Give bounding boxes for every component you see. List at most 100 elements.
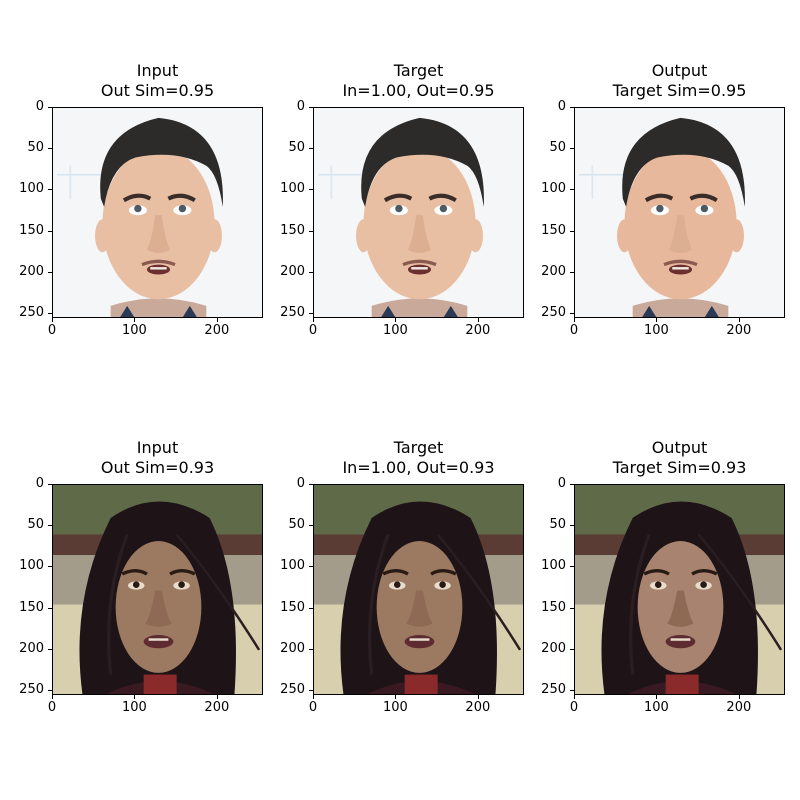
image-frame <box>574 484 785 695</box>
y-tick-label: 150 <box>541 599 566 615</box>
y-tick-label: 50 <box>27 517 44 533</box>
y-tick-label: 50 <box>549 517 566 533</box>
image-panel <box>313 107 524 318</box>
image-frame <box>574 107 785 318</box>
y-tick-label: 0 <box>35 476 44 491</box>
x-tick-label: 100 <box>122 323 147 338</box>
x-tick-label: 100 <box>383 323 408 338</box>
panel-title: Input Out Sim=0.93 <box>28 438 288 478</box>
y-tick-mark <box>570 525 574 527</box>
y-tick-label: 200 <box>541 640 566 656</box>
x-tick-label: 200 <box>204 700 230 715</box>
panel-title-line1: Input <box>136 438 179 457</box>
y-tick-mark <box>570 189 574 191</box>
portrait-woman <box>53 485 262 694</box>
y-tick-mark <box>309 690 313 692</box>
x-tick-label: 0 <box>308 700 318 715</box>
panel-title: Output Target Sim=0.93 <box>550 438 800 478</box>
portrait-man <box>314 108 523 317</box>
y-tick-mark <box>570 230 574 232</box>
y-tick-label: 50 <box>27 140 44 156</box>
y-tick-mark <box>48 484 52 485</box>
x-tick-mark <box>395 318 397 322</box>
y-tick-label: 200 <box>19 263 44 279</box>
x-tick-label: 200 <box>465 700 491 715</box>
image-frame <box>52 107 263 318</box>
y-tick-label: 50 <box>288 517 305 533</box>
y-tick-label: 150 <box>280 222 305 238</box>
y-tick-mark <box>309 148 313 150</box>
y-tick-mark <box>570 271 574 273</box>
x-tick-label: 100 <box>122 700 147 715</box>
y-tick-label: 150 <box>280 599 305 615</box>
panel-title-line2: Out Sim=0.93 <box>100 458 215 477</box>
y-tick-mark <box>309 607 313 609</box>
image-panel <box>574 107 785 318</box>
y-tick-label: 250 <box>541 305 566 321</box>
x-tick-label: 100 <box>383 700 408 715</box>
y-tick-mark <box>48 690 52 692</box>
y-tick-mark <box>309 566 313 568</box>
image-panel <box>52 107 263 318</box>
panel-title-line1: Target <box>393 61 444 80</box>
portrait-woman <box>314 485 523 694</box>
x-tick-mark <box>477 318 479 322</box>
x-tick-label: 200 <box>726 700 752 715</box>
y-tick-mark <box>309 525 313 527</box>
panel-title: Output Target Sim=0.95 <box>550 61 800 101</box>
y-tick-mark <box>48 313 52 315</box>
y-tick-mark <box>309 230 313 232</box>
portrait-man <box>575 108 784 317</box>
y-tick-mark <box>309 271 313 273</box>
y-tick-label: 200 <box>19 640 44 656</box>
y-tick-label: 0 <box>557 476 566 491</box>
x-tick-mark <box>216 695 218 699</box>
x-tick-label: 100 <box>644 323 669 338</box>
x-tick-label: 200 <box>726 323 752 338</box>
y-tick-mark <box>309 313 313 315</box>
y-tick-label: 200 <box>280 640 305 656</box>
x-tick-label: 100 <box>644 700 669 715</box>
x-tick-mark <box>738 695 740 699</box>
panel-title-line2: Target Sim=0.93 <box>612 458 747 477</box>
x-tick-mark <box>395 695 397 699</box>
x-tick-label: 0 <box>308 323 318 338</box>
y-tick-label: 200 <box>280 263 305 279</box>
y-tick-label: 50 <box>288 140 305 156</box>
y-tick-mark <box>570 484 574 485</box>
y-tick-mark <box>570 313 574 315</box>
y-tick-label: 250 <box>541 682 566 698</box>
portrait-man <box>53 108 262 317</box>
panel-title: Input Out Sim=0.95 <box>28 61 288 101</box>
y-tick-label: 100 <box>280 558 305 574</box>
x-tick-mark <box>216 318 218 322</box>
image-panel <box>52 484 263 695</box>
y-tick-label: 100 <box>19 181 44 197</box>
x-tick-mark <box>656 695 658 699</box>
y-tick-label: 0 <box>296 476 305 491</box>
panel-title: Target In=1.00, Out=0.93 <box>289 438 549 478</box>
y-tick-mark <box>48 648 52 650</box>
y-tick-label: 150 <box>19 222 44 238</box>
y-tick-mark <box>570 148 574 150</box>
y-tick-label: 100 <box>541 181 566 197</box>
portrait-woman <box>575 485 784 694</box>
x-tick-label: 0 <box>47 323 57 338</box>
image-panel <box>574 484 785 695</box>
image-panel <box>313 484 524 695</box>
x-tick-label: 0 <box>569 323 579 338</box>
x-tick-mark <box>574 695 575 699</box>
y-tick-label: 200 <box>541 263 566 279</box>
x-tick-label: 0 <box>47 700 57 715</box>
panel-title-line1: Target <box>393 438 444 457</box>
x-tick-mark <box>134 318 136 322</box>
y-tick-mark <box>309 189 313 191</box>
y-tick-mark <box>570 566 574 568</box>
panel-title-line1: Input <box>136 61 179 80</box>
image-frame <box>52 484 263 695</box>
panel-title-line1: Output <box>651 438 708 457</box>
x-tick-mark <box>52 695 53 699</box>
x-tick-mark <box>477 695 479 699</box>
x-tick-mark <box>134 695 136 699</box>
panel-title-line1: Output <box>651 61 708 80</box>
